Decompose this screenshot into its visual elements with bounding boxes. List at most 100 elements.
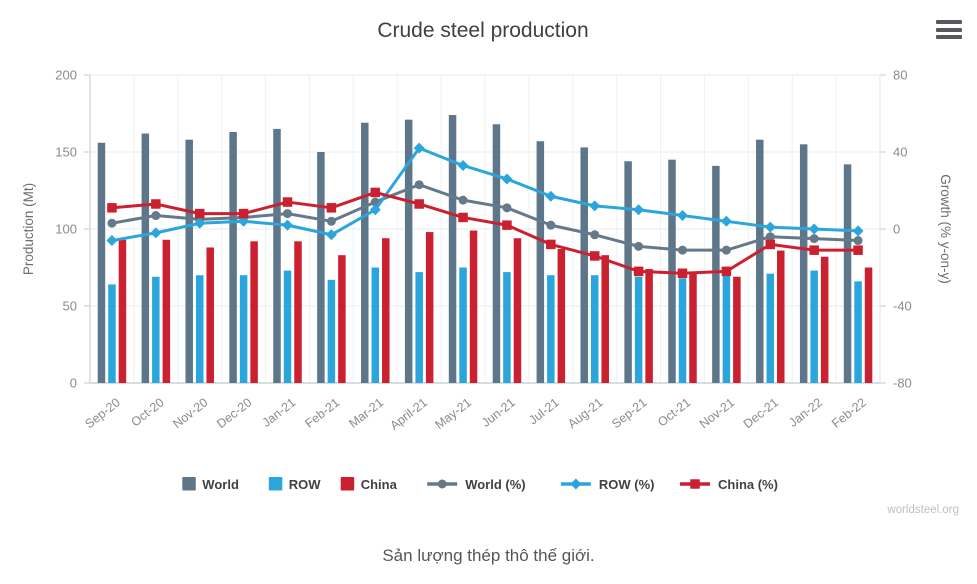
bar-world (97, 142, 106, 383)
legend-item-world[interactable]: World (182, 477, 239, 492)
right-tick-label: 80 (893, 68, 907, 83)
left-axis-title: Production (Mt) (21, 183, 36, 275)
bar-china (820, 256, 829, 383)
marker-china (238, 208, 249, 219)
bar-world (624, 161, 632, 383)
x-tick-label: Sep-20 (82, 395, 122, 431)
bar-row (590, 275, 599, 383)
menu-bar (936, 20, 962, 24)
bar-china (294, 241, 302, 383)
legend: World ROW China World (%) ROW (%) China (%) (182, 477, 778, 492)
bar-row (854, 281, 862, 383)
legend-item-china[interactable]: China (%) (680, 477, 778, 492)
marker-world (721, 245, 731, 255)
bar-world (141, 133, 150, 383)
legend-label: China (%) (718, 477, 778, 492)
marker-world (546, 220, 556, 230)
x-tick-label: Jan-22 (786, 395, 825, 430)
bar-china (557, 249, 566, 383)
marker-china (326, 203, 337, 213)
x-tick-label: May-21 (432, 395, 474, 432)
marker-world (151, 211, 161, 221)
legend-swatch (182, 477, 196, 491)
bar-row (766, 273, 775, 383)
right-tick-label: -80 (893, 376, 912, 391)
x-tick-label: Nov-21 (697, 395, 737, 431)
marker-world (765, 232, 775, 242)
marker-row (633, 204, 645, 216)
bar-china (864, 267, 873, 383)
marker-world (283, 209, 292, 219)
bar-china (425, 232, 434, 383)
marker-row (720, 215, 732, 227)
right-tick-label: 0 (893, 222, 900, 237)
marker-world (678, 245, 687, 255)
bar-china (513, 238, 522, 383)
legend-item-china[interactable]: China (340, 477, 398, 492)
bar-row (283, 270, 292, 383)
bar-row (678, 278, 687, 383)
brand-credit: worldsteel.org (886, 504, 959, 516)
bar-world (799, 144, 808, 383)
marker-china (721, 266, 732, 277)
marker-china (853, 245, 863, 255)
marker-china (809, 245, 819, 255)
caption: Sản lượng thép thô thế giới. (382, 546, 595, 565)
x-tick-label: Dec-20 (214, 395, 254, 431)
right-axis-title: Growth (% y-on-y) (938, 174, 953, 284)
marker-row (764, 221, 776, 233)
left-tick-label: 100 (55, 222, 77, 237)
bar-series-row (108, 267, 862, 383)
marker-row (238, 215, 250, 227)
bar-row (371, 267, 380, 383)
bar-world (492, 124, 501, 383)
marker-china (414, 199, 424, 209)
chart-svg: Crude steel production Production (Mt) G… (21, 19, 959, 516)
marker-world (107, 218, 117, 228)
bar-china (118, 239, 127, 383)
marker-row (457, 159, 469, 171)
left-tick-label: 200 (55, 68, 77, 83)
chart-title: Crude steel production (377, 19, 588, 42)
legend-label: World (%) (465, 477, 525, 492)
marker-row (501, 173, 513, 185)
bar-row (327, 279, 336, 383)
x-tick-label: April-21 (387, 395, 430, 433)
marker-china (502, 220, 512, 230)
marker-row (194, 217, 206, 229)
x-tick-label: Jul-21 (526, 395, 561, 427)
legend-marker (570, 478, 582, 490)
marker-world (458, 195, 468, 205)
legend-label: World (202, 477, 239, 492)
hamburger-menu-icon[interactable] (936, 20, 962, 43)
marker-china (194, 208, 205, 219)
bar-china (777, 250, 785, 383)
left-tick-label: 150 (55, 145, 77, 160)
bar-china (469, 230, 478, 383)
legend-marker (690, 479, 700, 489)
bar-row (415, 272, 423, 383)
legend-item-row[interactable]: ROW (268, 477, 322, 492)
bar-row (634, 276, 643, 383)
bar-world (756, 139, 764, 383)
legend-item-world[interactable]: World (%) (427, 477, 526, 492)
legend-item-row[interactable]: ROW (%) (560, 477, 655, 492)
bar-world (317, 152, 325, 383)
x-tick-label: Dec-21 (741, 395, 781, 431)
marker-world (414, 180, 424, 190)
bar-china (645, 269, 653, 383)
x-tick-label: Aug-21 (565, 395, 605, 431)
marker-china (370, 187, 381, 198)
x-tick-label: Oct-20 (128, 395, 166, 429)
bar-world (185, 139, 193, 383)
marker-row (852, 225, 864, 237)
right-tick-label: -40 (893, 299, 912, 314)
horizontal-gridlines: 0 50 100 150 200 -80 -40 0 40 80 (55, 68, 912, 391)
bar-china (382, 238, 390, 383)
menu-bar (936, 27, 962, 32)
bar-world (361, 122, 369, 384)
bar-row (108, 284, 116, 383)
x-tick-label: Sep-21 (609, 395, 649, 431)
marker-row (677, 210, 688, 222)
